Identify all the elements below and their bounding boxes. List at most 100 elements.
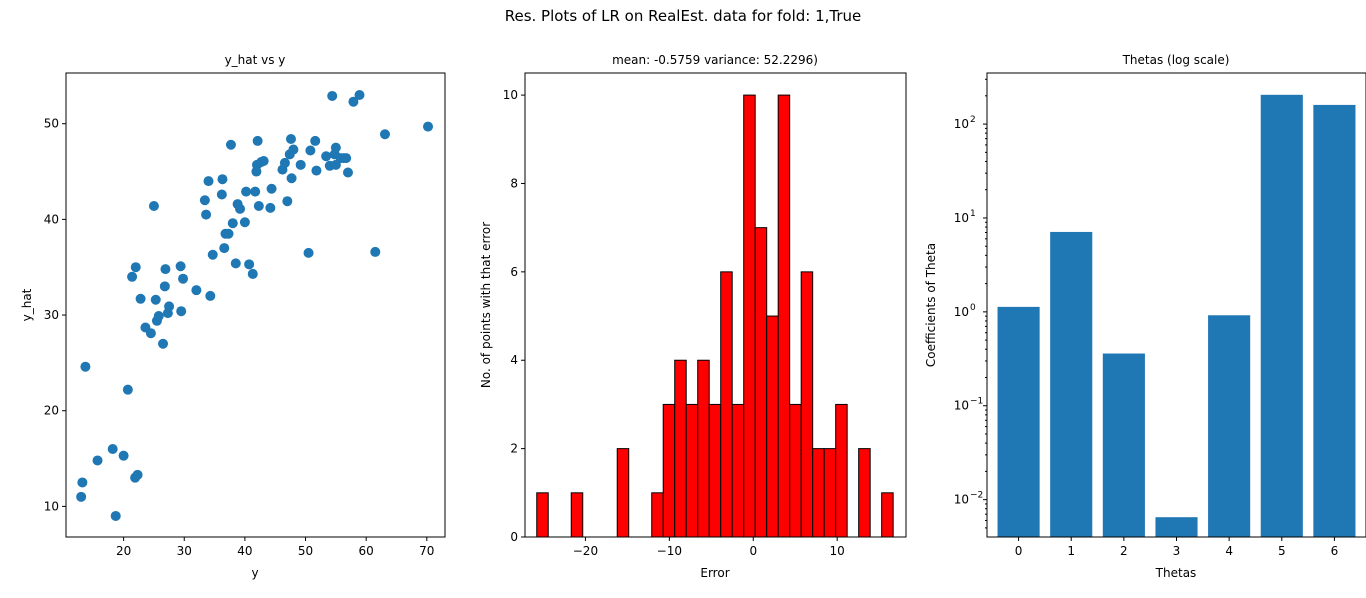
thetas-frame bbox=[986, 72, 1366, 538]
histogram-x-tick-label: −20 bbox=[573, 544, 598, 558]
scatter-frame bbox=[65, 72, 446, 538]
histogram-bar bbox=[835, 403, 848, 538]
scatter-point bbox=[201, 209, 212, 220]
scatter-point bbox=[311, 165, 322, 176]
scatter-point bbox=[265, 202, 276, 213]
scatter-axes: 20 30 40 50 60 70 10 20 30 40 50 bbox=[44, 117, 435, 558]
scatter-point bbox=[341, 153, 352, 164]
scatter-point bbox=[348, 96, 359, 107]
scatter-point bbox=[253, 200, 264, 211]
thetas-bar bbox=[1208, 315, 1251, 537]
thetas-y-tick-label: 10 bbox=[954, 211, 969, 225]
figure-suptitle: Res. Plots of LR on RealEst. data for fo… bbox=[505, 7, 862, 25]
thetas-ylabel: Coefficients of Theta bbox=[924, 243, 938, 367]
scatter-point bbox=[258, 156, 269, 167]
scatter-point bbox=[225, 139, 236, 150]
histogram-bar bbox=[800, 271, 814, 538]
scatter-xlabel: y bbox=[251, 566, 258, 580]
scatter-point bbox=[175, 261, 186, 272]
histogram-bar bbox=[697, 359, 710, 538]
scatter-point bbox=[235, 203, 246, 214]
histogram-bar bbox=[720, 271, 733, 538]
histogram-bar bbox=[674, 359, 687, 538]
scatter-point bbox=[127, 271, 138, 282]
scatter-point bbox=[178, 273, 189, 284]
thetas-y-tick-exponent: −2 bbox=[970, 491, 983, 501]
thetas-bar bbox=[1260, 94, 1303, 537]
scatter-panel: y_hat vs y 20 30 40 50 60 70 10 20 30 40 50 y y_ha… bbox=[20, 53, 446, 580]
scatter-point bbox=[223, 228, 234, 239]
scatter-point bbox=[250, 186, 261, 197]
scatter-point bbox=[191, 285, 202, 296]
histogram-bar bbox=[616, 448, 630, 538]
scatter-point bbox=[330, 142, 341, 153]
thetas-y-tick-label: 10 bbox=[954, 493, 969, 507]
scatter-point bbox=[266, 183, 277, 194]
scatter-point bbox=[80, 361, 91, 372]
scatter-point bbox=[145, 328, 156, 339]
thetas-bar bbox=[1050, 231, 1093, 537]
scatter-y-tick-label: 20 bbox=[44, 404, 59, 418]
scatter-x-tick-label: 40 bbox=[237, 544, 252, 558]
scatter-point bbox=[216, 189, 227, 200]
thetas-x-tick-label: 0 bbox=[1015, 544, 1023, 558]
scatter-point bbox=[199, 195, 210, 206]
thetas-y-tick-label: 10 bbox=[954, 117, 969, 131]
thetas-y-tick-exponent: 2 bbox=[970, 115, 976, 125]
thetas-x-tick-label: 5 bbox=[1278, 544, 1286, 558]
thetas-panel: Thetas (log scale) 10 −210 −110 010 110 20 1 2 3… bbox=[924, 53, 1366, 580]
scatter-point bbox=[247, 268, 258, 279]
thetas-bars bbox=[997, 94, 1356, 538]
scatter-point bbox=[159, 281, 170, 292]
thetas-y-tick-exponent: 0 bbox=[970, 303, 976, 313]
thetas-title: Thetas (log scale) bbox=[1122, 53, 1230, 67]
histogram-bars bbox=[536, 94, 894, 538]
scatter-point bbox=[207, 249, 218, 260]
scatter-point bbox=[252, 135, 263, 146]
histogram-bar bbox=[743, 94, 756, 538]
histogram-axes: −20 −10 0 10 0 2 4 6 8 10 bbox=[503, 88, 845, 558]
histogram-bar bbox=[858, 448, 871, 538]
scatter-y-tick-label: 50 bbox=[44, 117, 59, 131]
histogram-bar bbox=[708, 403, 722, 538]
scatter-point bbox=[217, 174, 228, 185]
histogram-bar bbox=[881, 492, 894, 538]
histogram-title: mean: -0.5759 variance: 52.2296) bbox=[612, 53, 818, 67]
histogram-bar bbox=[570, 492, 584, 538]
scatter-point bbox=[342, 167, 353, 178]
scatter-point bbox=[76, 491, 87, 502]
thetas-x-tick-label: 3 bbox=[1173, 544, 1181, 558]
thetas-x-tick-label: 2 bbox=[1120, 544, 1128, 558]
thetas-x-tick-label: 4 bbox=[1225, 544, 1233, 558]
scatter-y-tick-label: 10 bbox=[44, 499, 59, 513]
scatter-point bbox=[279, 157, 290, 168]
scatter-point bbox=[205, 290, 216, 301]
histogram-x-tick-label: −10 bbox=[657, 544, 682, 558]
scatter-point bbox=[282, 196, 293, 207]
histogram-y-tick-label: 6 bbox=[510, 265, 518, 279]
histogram-y-tick-label: 2 bbox=[510, 442, 518, 456]
histogram-bar bbox=[766, 315, 779, 538]
scatter-x-tick-label: 70 bbox=[419, 544, 434, 558]
scatter-point bbox=[241, 186, 252, 197]
thetas-xlabel: Thetas bbox=[1155, 566, 1197, 580]
scatter-point bbox=[150, 294, 161, 305]
histogram-y-tick-label: 10 bbox=[503, 88, 518, 102]
scatter-y-tick-label: 40 bbox=[44, 212, 59, 226]
scatter-point bbox=[77, 477, 88, 488]
scatter-point bbox=[244, 259, 255, 270]
scatter-point bbox=[122, 384, 133, 395]
scatter-point bbox=[286, 173, 297, 184]
thetas-bar bbox=[1313, 104, 1356, 538]
scatter-x-tick-label: 50 bbox=[298, 544, 313, 558]
histogram-bar bbox=[651, 492, 664, 538]
scatter-y-tick-label: 30 bbox=[44, 308, 59, 322]
scatter-point bbox=[148, 200, 159, 211]
thetas-y-tick-label: 10 bbox=[954, 399, 969, 413]
scatter-point bbox=[158, 338, 169, 349]
scatter-point bbox=[321, 151, 332, 162]
scatter-point bbox=[164, 301, 175, 312]
scatter-point bbox=[135, 293, 146, 304]
thetas-x-tick-label: 6 bbox=[1331, 544, 1339, 558]
